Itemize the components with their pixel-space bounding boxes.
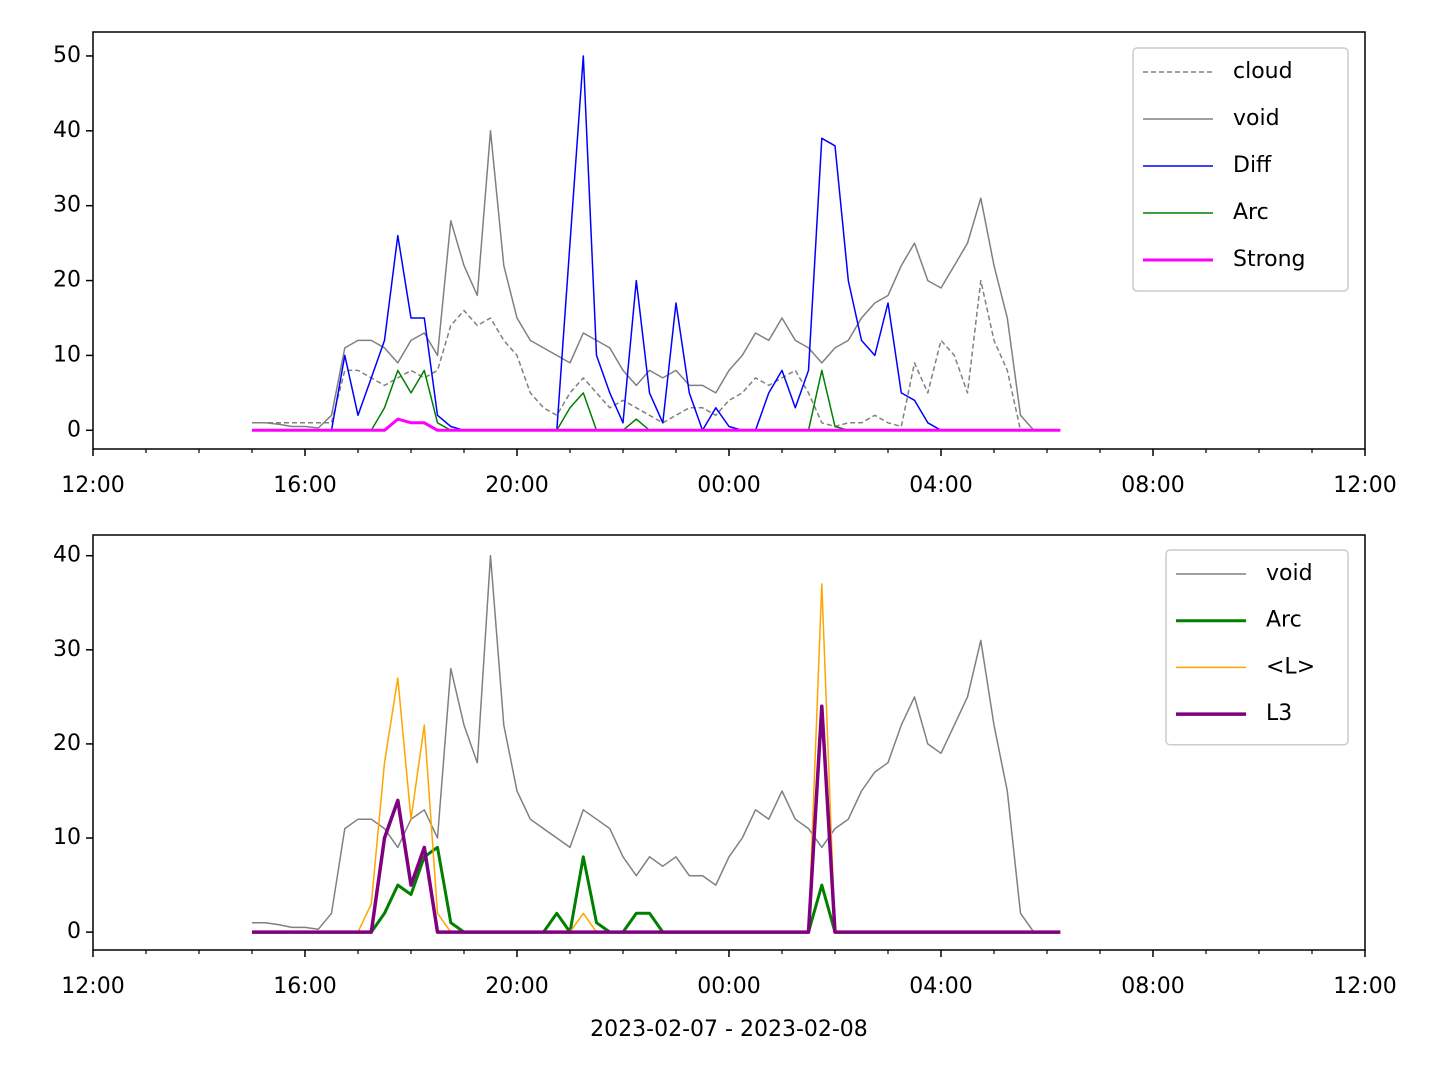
y-tick-label: 20	[53, 268, 81, 293]
y-tick-label: 40	[53, 543, 81, 568]
x-tick-label: 00:00	[697, 974, 760, 999]
x-axis-label: 2023-02-07 - 2023-02-08	[590, 1017, 868, 1042]
y-tick-label: 30	[53, 193, 81, 218]
legend-label: Arc	[1233, 200, 1269, 225]
legend-label: cloud	[1233, 59, 1293, 84]
series-line	[252, 279, 1061, 432]
x-tick-label: 12:00	[1333, 473, 1396, 498]
series-line	[252, 130, 1061, 432]
x-tick-label: 08:00	[1121, 473, 1184, 498]
y-tick-label: 10	[53, 342, 81, 367]
y-tick-label: 40	[53, 118, 81, 143]
x-tick-label: 12:00	[61, 974, 124, 999]
legend-label: Strong	[1233, 247, 1306, 272]
y-tick-label: 50	[53, 43, 81, 68]
x-tick-label: 12:00	[61, 473, 124, 498]
legend-label: Arc	[1266, 608, 1302, 633]
x-tick-label: 00:00	[697, 473, 760, 498]
legend-box	[1132, 47, 1349, 292]
x-tick-label: 20:00	[485, 974, 548, 999]
legend-box	[1165, 549, 1349, 746]
x-tick-label: 04:00	[909, 974, 972, 999]
x-tick-label: 16:00	[273, 473, 336, 498]
series-line	[252, 55, 1061, 432]
series-line	[252, 417, 1061, 432]
series-line	[252, 704, 1061, 934]
y-tick-label: 0	[67, 417, 81, 442]
x-tick-label: 12:00	[1333, 974, 1396, 999]
axes-frame	[92, 31, 1366, 450]
x-tick-label: 20:00	[485, 473, 548, 498]
y-tick-label: 30	[53, 637, 81, 662]
legend-label: L3	[1266, 701, 1292, 726]
axes-frame	[92, 534, 1366, 951]
y-tick-label: 10	[53, 825, 81, 850]
y-tick-label: 20	[53, 731, 81, 756]
x-tick-label: 04:00	[909, 473, 972, 498]
x-tick-label: 16:00	[273, 974, 336, 999]
y-tick-label: 0	[67, 919, 81, 944]
legend-label: void	[1233, 106, 1280, 131]
x-tick-label: 08:00	[1121, 974, 1184, 999]
legend-label: void	[1266, 561, 1313, 586]
legend-label: Diff	[1233, 153, 1272, 178]
legend-label: <L>	[1266, 654, 1315, 679]
